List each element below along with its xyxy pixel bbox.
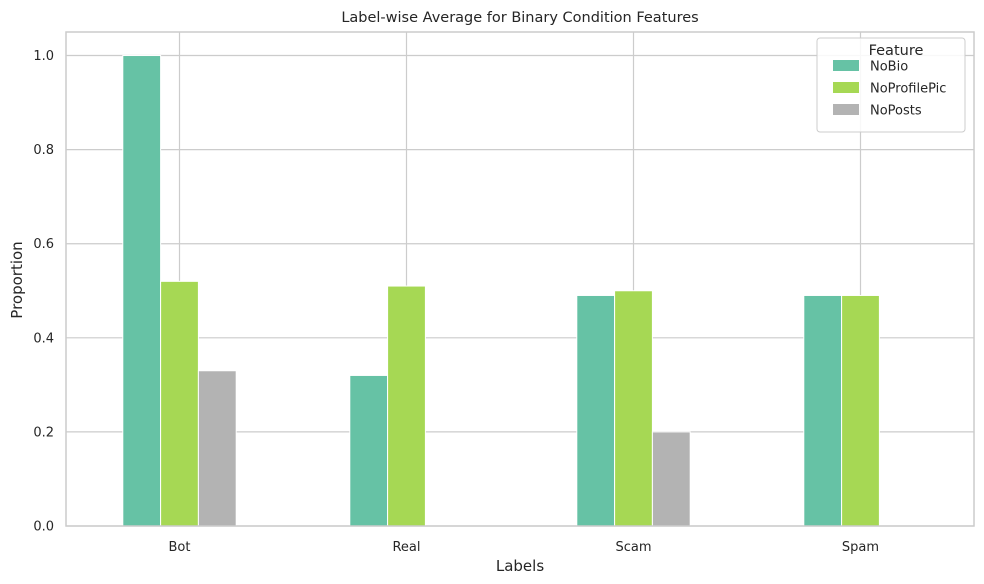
bars [122, 55, 880, 527]
legend-swatch-noposts [833, 104, 859, 115]
legend-swatch-noprofilepic [833, 82, 859, 93]
y-tick-label: 0.2 [33, 425, 54, 440]
bar-nobio-bot [122, 55, 162, 527]
bar-noprofilepic-scam [614, 290, 653, 527]
x-tick-label: Spam [842, 540, 879, 555]
x-axis-label: Labels [496, 557, 544, 575]
axes [65, 31, 975, 527]
bar-noprofilepic-spam [841, 294, 880, 527]
y-axis-label: Proportion [8, 241, 26, 318]
chart-title: Label-wise Average for Binary Condition … [341, 10, 698, 26]
bar-noposts-bot [197, 370, 237, 527]
legend-title: Feature [869, 43, 924, 59]
legend-items: NoBio NoProfilePic NoPosts [833, 60, 946, 119]
bar-noprofilepic-bot [160, 280, 199, 527]
plot-frame [65, 31, 975, 527]
bar-nobio-real [349, 374, 389, 527]
y-tick-label: 0.0 [33, 520, 54, 535]
bar-noposts-scam [651, 431, 691, 527]
y-tick-label: 1.0 [33, 49, 54, 64]
y-tick-labels: 0.0 0.2 0.4 0.6 0.8 1.0 [33, 49, 54, 534]
x-tick-label: Bot [169, 540, 191, 555]
legend-label-nobio: NoBio [870, 60, 908, 75]
x-tick-label: Real [392, 540, 420, 555]
legend: Feature NoBio NoProfilePic NoPosts [816, 37, 966, 133]
x-tick-label: Scam [615, 540, 651, 555]
y-tick-label: 0.8 [33, 143, 54, 158]
y-tick-label: 0.4 [33, 331, 54, 346]
legend-label-noposts: NoPosts [870, 104, 922, 119]
legend-label-noprofilepic: NoProfilePic [870, 82, 946, 97]
y-tick-label: 0.6 [33, 237, 54, 252]
x-tick-labels: Bot Real Scam Spam [169, 540, 880, 555]
bar-nobio-spam [803, 294, 843, 527]
bar-noprofilepic-real [387, 285, 426, 527]
bar-nobio-scam [576, 294, 616, 527]
legend-swatch-nobio [833, 60, 859, 71]
